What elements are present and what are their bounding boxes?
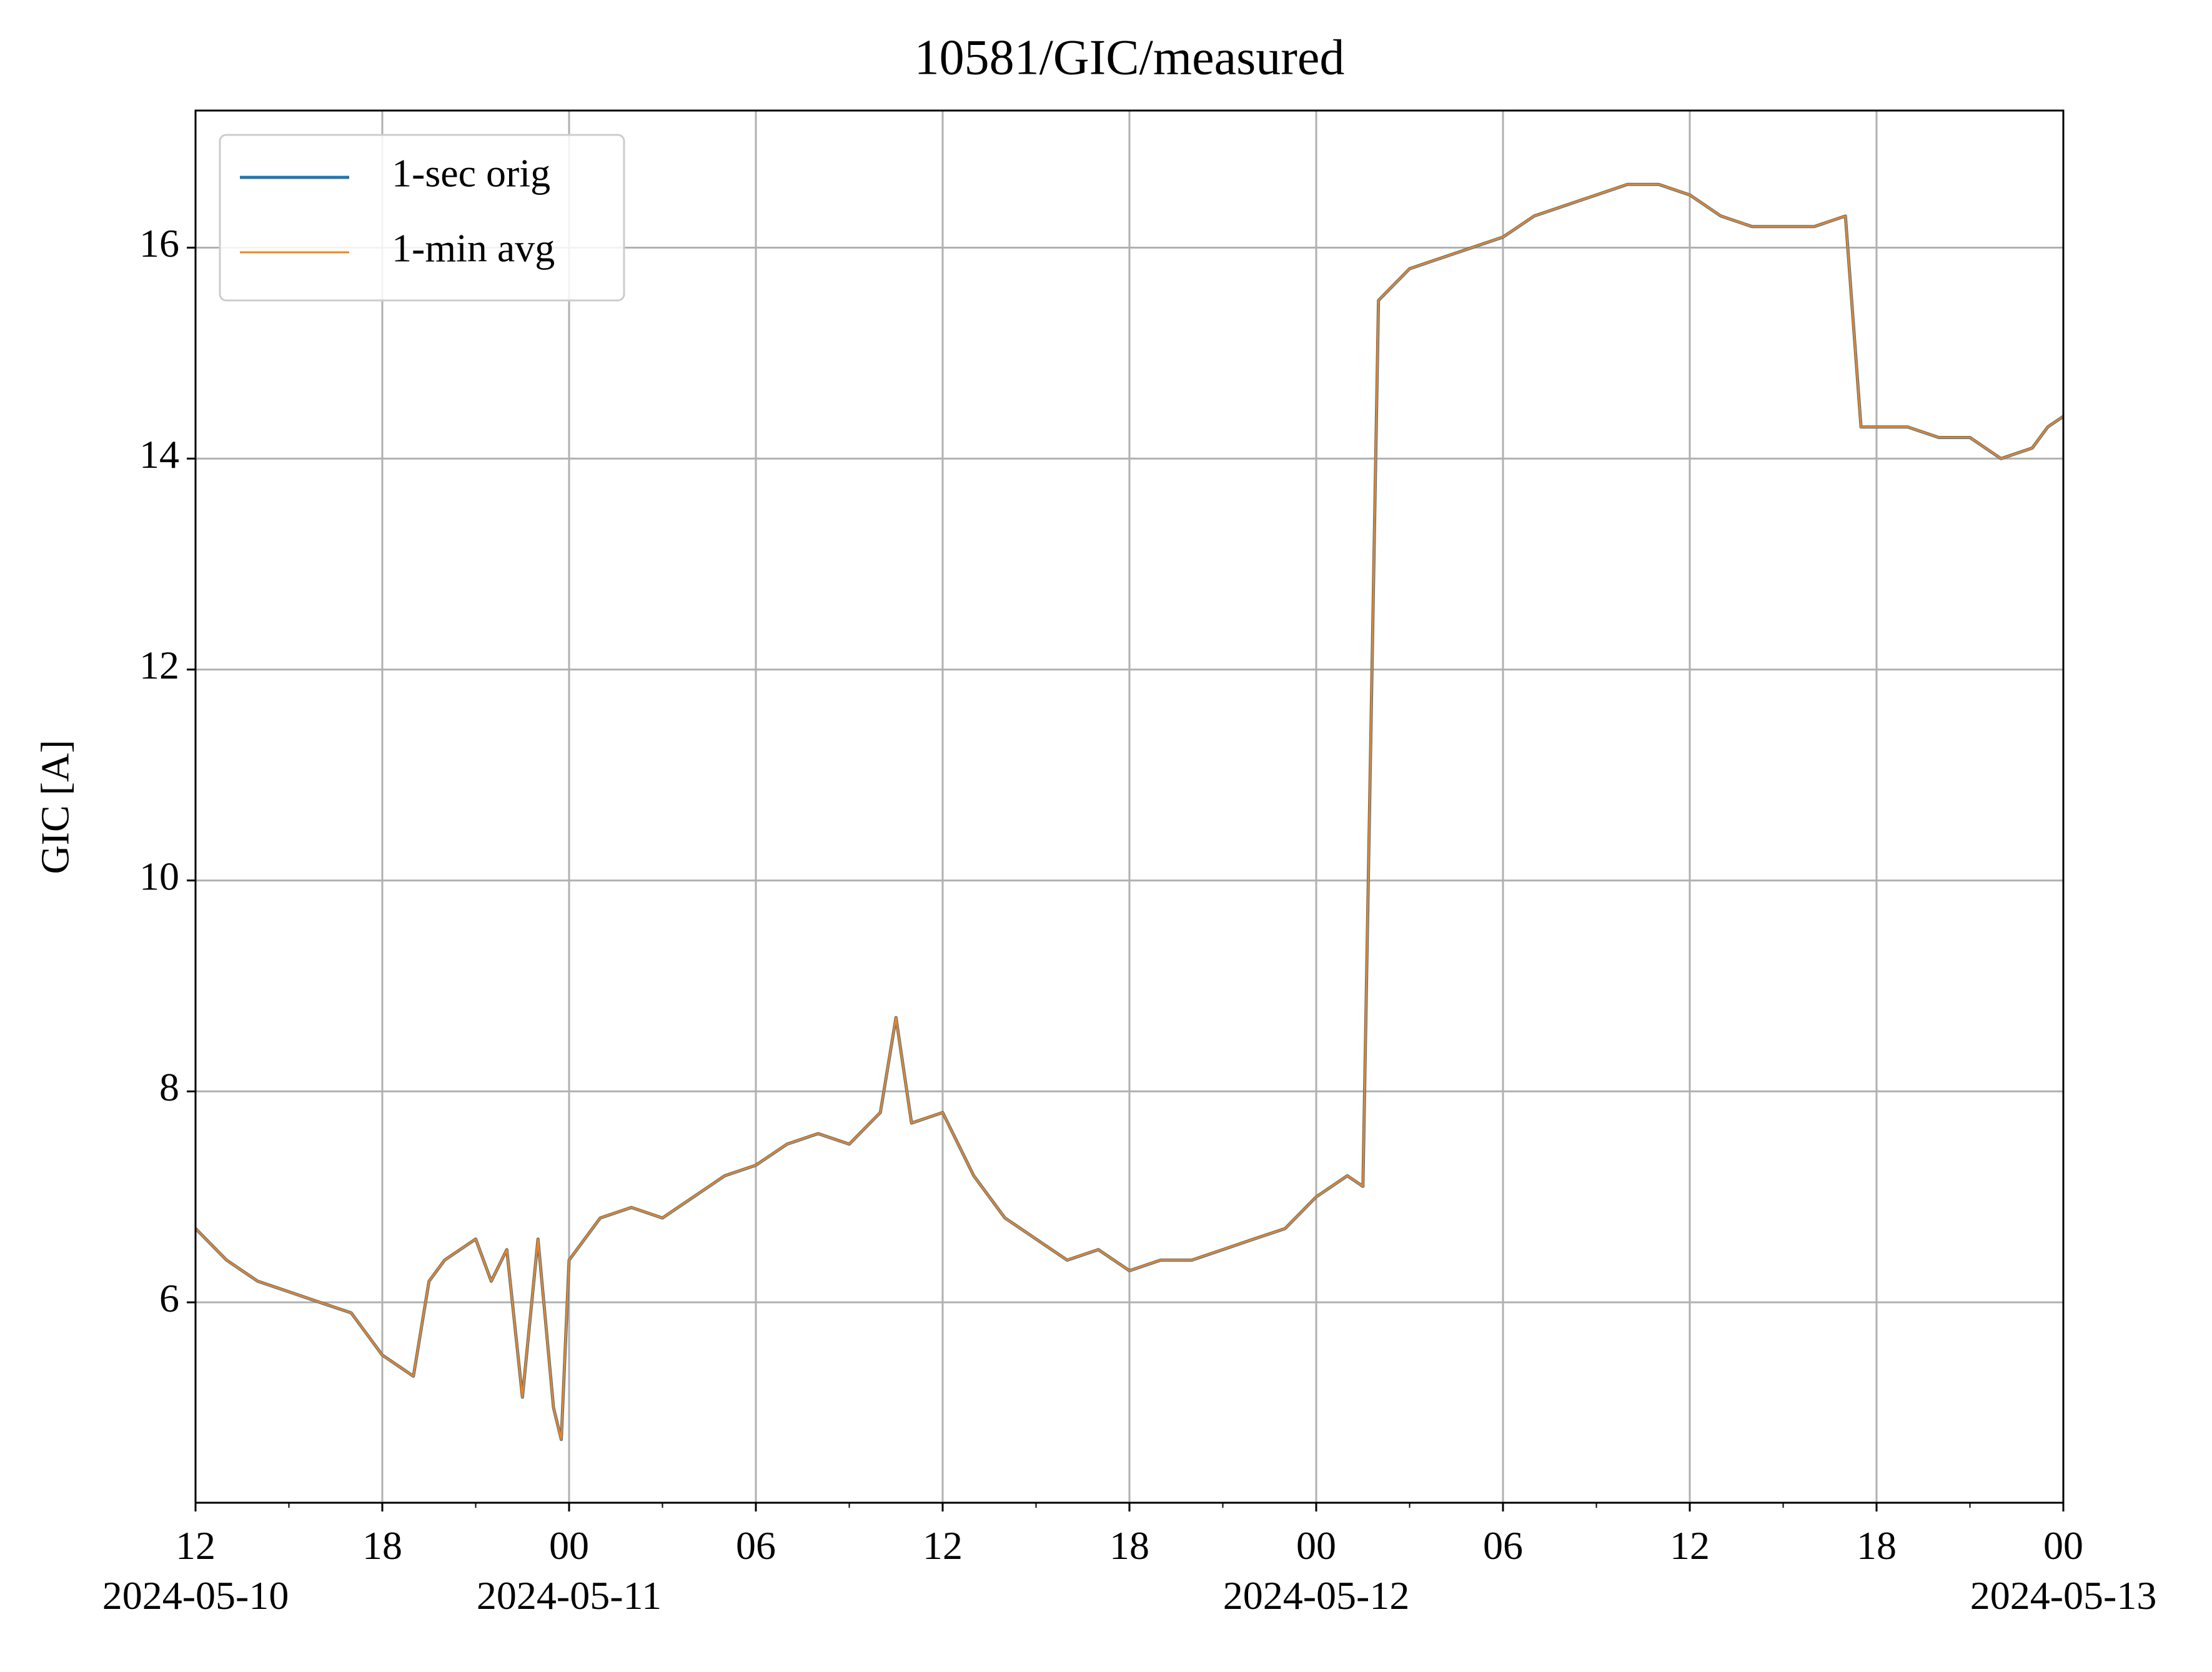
y-tick-label: 16 <box>139 221 179 265</box>
grid <box>194 111 2065 1503</box>
y-tick-label: 14 <box>139 432 179 477</box>
axes: 6 8 10 12 14 16 12 2024-05-10 18 00 2024-05-11 06 12… <box>102 221 2157 1618</box>
x-tick-label: 00 <box>549 1523 589 1568</box>
x-tick-label: 18 <box>1109 1523 1149 1568</box>
x-tick-label: 00 <box>2043 1523 2083 1568</box>
x-tick-date: 2024-05-11 <box>477 1573 662 1618</box>
y-tick-label: 10 <box>139 854 179 898</box>
data-line <box>194 183 2064 1441</box>
x-tick-date: 2024-05-12 <box>1223 1573 1410 1618</box>
x-tick-label: 12 <box>923 1523 963 1568</box>
plot-lines <box>194 182 2065 1442</box>
y-tick-label: 12 <box>139 643 179 688</box>
x-tick-label: 12 <box>176 1523 216 1568</box>
x-tick-label: 06 <box>736 1523 776 1568</box>
x-tick-label: 18 <box>1857 1523 1897 1568</box>
legend-label: 1-sec orig <box>392 151 550 195</box>
y-tick-label: 8 <box>159 1065 179 1109</box>
x-tick-label: 12 <box>1670 1523 1710 1568</box>
x-tick-date: 2024-05-13 <box>1970 1573 2157 1618</box>
y-tick-label: 6 <box>159 1276 179 1320</box>
x-tick-label: 00 <box>1296 1523 1336 1568</box>
chart-title: 10581/GIC/measured <box>915 30 1345 85</box>
x-tick-label: 06 <box>1483 1523 1523 1568</box>
y-axis-label: GIC [A] <box>33 740 77 874</box>
x-tick-label: 18 <box>362 1523 402 1568</box>
legend: 1-sec orig 1-min avg <box>219 134 625 302</box>
legend-label: 1-min avg <box>392 226 555 270</box>
x-tick-date: 2024-05-10 <box>102 1573 289 1618</box>
